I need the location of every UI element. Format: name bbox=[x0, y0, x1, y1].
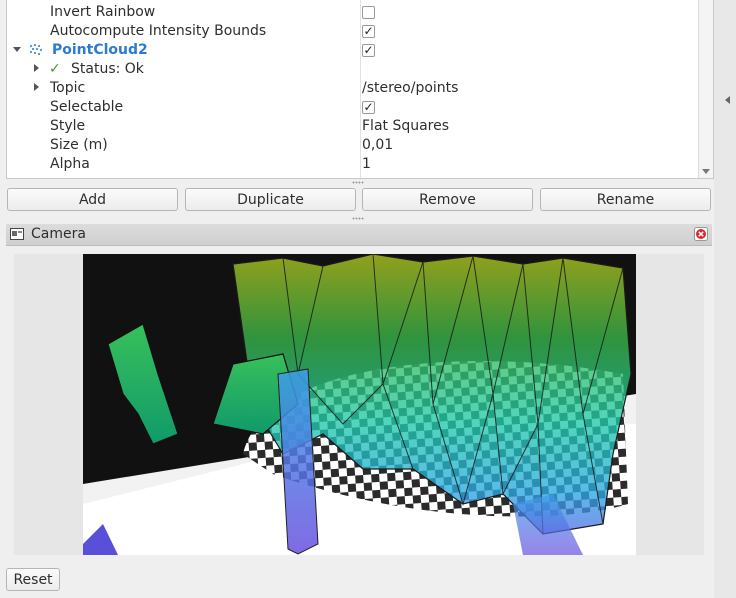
remove-button[interactable]: Remove bbox=[362, 188, 533, 211]
pointcloud-icon bbox=[30, 44, 42, 55]
expand-arrow-icon[interactable] bbox=[13, 47, 21, 52]
autocompute-bounds-checkbox[interactable]: ✓ bbox=[362, 24, 375, 38]
size-label: Size (m) bbox=[50, 137, 108, 153]
status-ok-icon: ✓ bbox=[49, 61, 61, 77]
row-size[interactable]: Size (m) 0,01 bbox=[7, 136, 707, 155]
camera-panel-title: Camera bbox=[31, 226, 86, 242]
camera-icon bbox=[10, 228, 24, 240]
scroll-down-arrow-icon[interactable] bbox=[702, 169, 710, 174]
alpha-label: Alpha bbox=[50, 156, 90, 172]
row-style[interactable]: Style Flat Squares bbox=[7, 117, 707, 136]
selectable-label: Selectable bbox=[50, 99, 124, 115]
style-value[interactable]: Flat Squares bbox=[362, 118, 450, 134]
size-value[interactable]: 0,01 bbox=[362, 137, 394, 153]
tree-scrollbar[interactable] bbox=[698, 0, 713, 178]
alpha-value[interactable]: 1 bbox=[362, 156, 371, 172]
autocompute-bounds-label: Autocompute Intensity Bounds bbox=[50, 23, 267, 39]
topic-label: Topic bbox=[50, 80, 86, 96]
camera-image[interactable] bbox=[83, 254, 636, 555]
selectable-checkbox[interactable]: ✓ bbox=[362, 100, 375, 114]
add-button[interactable]: Add bbox=[7, 188, 178, 211]
properties-tree: Invert Rainbow Autocompute Intensity Bou… bbox=[6, 0, 714, 179]
row-status[interactable]: ✓ Status: Ok bbox=[7, 60, 707, 79]
invert-rainbow-checkbox[interactable] bbox=[362, 6, 375, 19]
row-topic[interactable]: Topic /stereo/points bbox=[7, 79, 707, 98]
right-dock-gutter bbox=[714, 0, 736, 598]
row-invert-rainbow[interactable]: Invert Rainbow bbox=[7, 3, 707, 22]
duplicate-button[interactable]: Duplicate bbox=[185, 188, 356, 211]
close-icon[interactable] bbox=[694, 227, 708, 241]
reset-button[interactable]: Reset bbox=[6, 568, 60, 591]
expand-arrow-icon[interactable] bbox=[34, 83, 39, 91]
row-pointcloud2[interactable]: PointCloud2 ✓ bbox=[7, 41, 707, 60]
column-separator bbox=[360, 0, 361, 178]
collapse-left-arrow-icon[interactable] bbox=[725, 96, 730, 104]
invert-rainbow-label: Invert Rainbow bbox=[50, 4, 156, 20]
pointcloud2-checkbox[interactable]: ✓ bbox=[362, 43, 375, 57]
topic-value[interactable]: /stereo/points bbox=[362, 80, 459, 96]
pointcloud2-label: PointCloud2 bbox=[52, 42, 148, 58]
row-autocompute-bounds[interactable]: Autocompute Intensity Bounds ✓ bbox=[7, 22, 707, 41]
splitter-handle[interactable] bbox=[352, 181, 364, 184]
status-label: Status: Ok bbox=[71, 61, 144, 77]
camera-panel-titlebar: Camera bbox=[6, 224, 712, 246]
rename-button[interactable]: Rename bbox=[540, 188, 711, 211]
expand-arrow-icon[interactable] bbox=[34, 64, 39, 72]
style-label: Style bbox=[50, 118, 86, 134]
row-selectable[interactable]: Selectable ✓ bbox=[7, 98, 707, 117]
row-alpha[interactable]: Alpha 1 bbox=[7, 155, 707, 174]
splitter-handle[interactable] bbox=[352, 217, 364, 220]
